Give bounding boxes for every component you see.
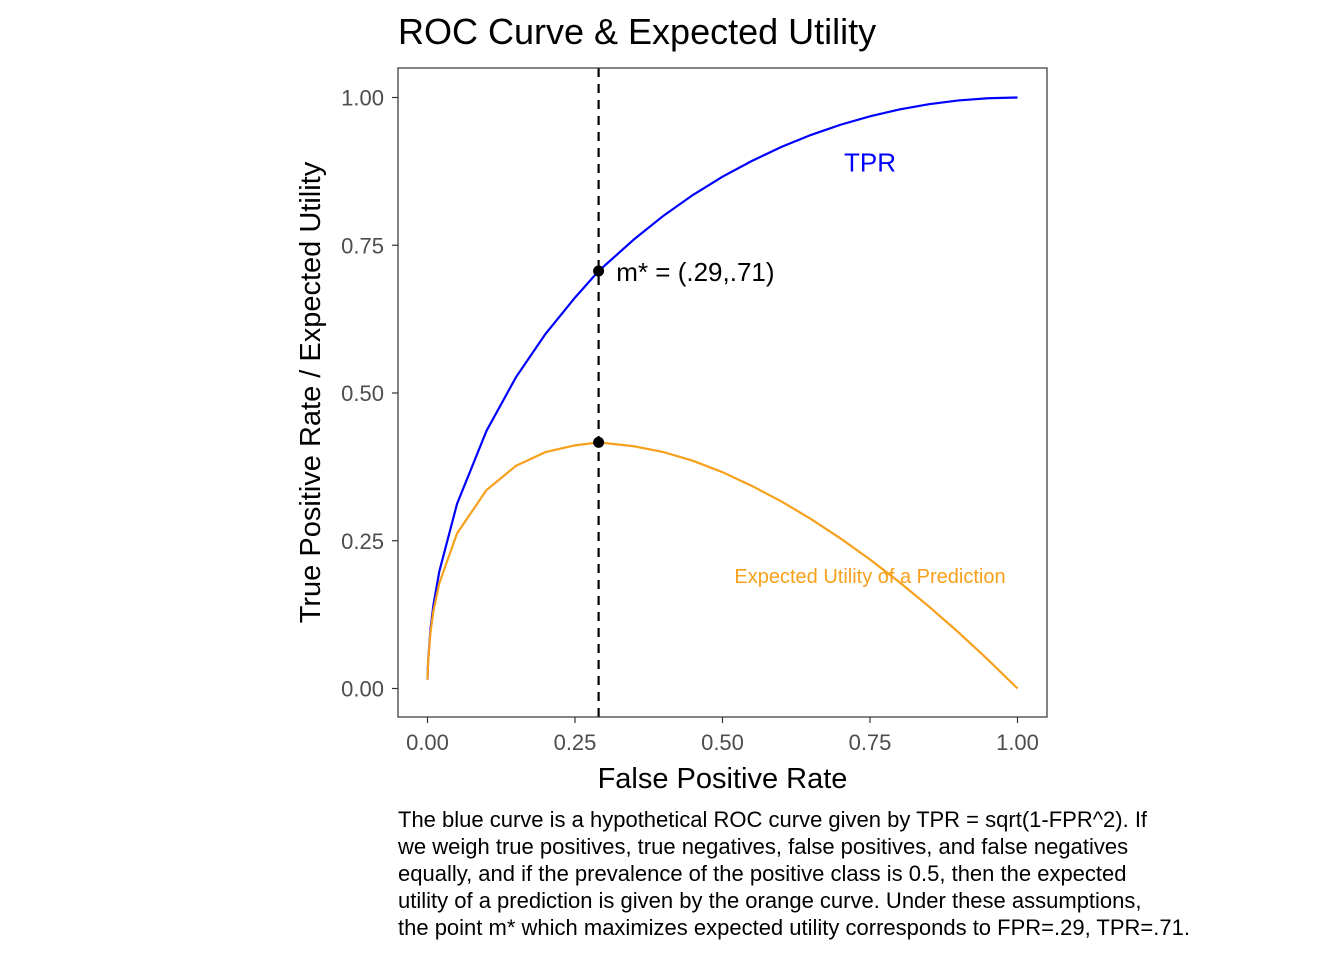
caption-line: equally, and if the prevalence of the po… [398, 861, 1127, 886]
y-tick-label: 1.00 [341, 86, 384, 111]
chart-title: ROC Curve & Expected Utility [398, 11, 876, 52]
y-tick-label: 0.00 [341, 677, 384, 702]
optimal-point [593, 436, 605, 448]
x-axis-ticks: 0.00 0.25 0.50 0.75 1.00 [406, 717, 1039, 755]
caption-line: we weigh true positives, true negatives,… [398, 834, 1129, 859]
tpr-curve [426, 96, 1018, 680]
utility-series-label: Expected Utility of a Prediction [734, 566, 1005, 588]
y-tick-label: 0.50 [341, 381, 384, 406]
caption-line: the point m* which maximizes expected ut… [398, 915, 1190, 940]
x-tick-label: 0.50 [701, 730, 744, 755]
optimal-point-label: m* = (.29,.71) [616, 257, 774, 287]
x-axis-label: False Positive Rate [598, 763, 848, 795]
expected-utility-curve [426, 441, 1019, 690]
points-layer [593, 265, 605, 448]
y-axis-label: True Positive Rate / Expected Utility [295, 161, 327, 623]
x-tick-label: 0.25 [554, 730, 597, 755]
caption-line: The blue curve is a hypothetical ROC cur… [398, 807, 1148, 832]
x-tick-label: 0.00 [406, 730, 449, 755]
series-layer [426, 96, 1019, 690]
optimal-point [593, 265, 605, 277]
figure-caption: The blue curve is a hypothetical ROC cur… [398, 806, 1338, 941]
y-tick-label: 0.75 [341, 233, 384, 258]
x-tick-label: 1.00 [996, 730, 1039, 755]
tpr-series-label: TPR [844, 148, 896, 178]
annotations-layer: TPR m* = (.29,.71) Expected Utility of a P… [616, 148, 1005, 589]
caption-line: utility of a prediction is given by the … [398, 888, 1142, 913]
y-axis-ticks: 0.00 0.25 0.50 0.75 1.00 [341, 86, 398, 702]
y-tick-label: 0.25 [341, 529, 384, 554]
plot-panel-border [397, 67, 1048, 718]
x-tick-label: 0.75 [849, 730, 892, 755]
